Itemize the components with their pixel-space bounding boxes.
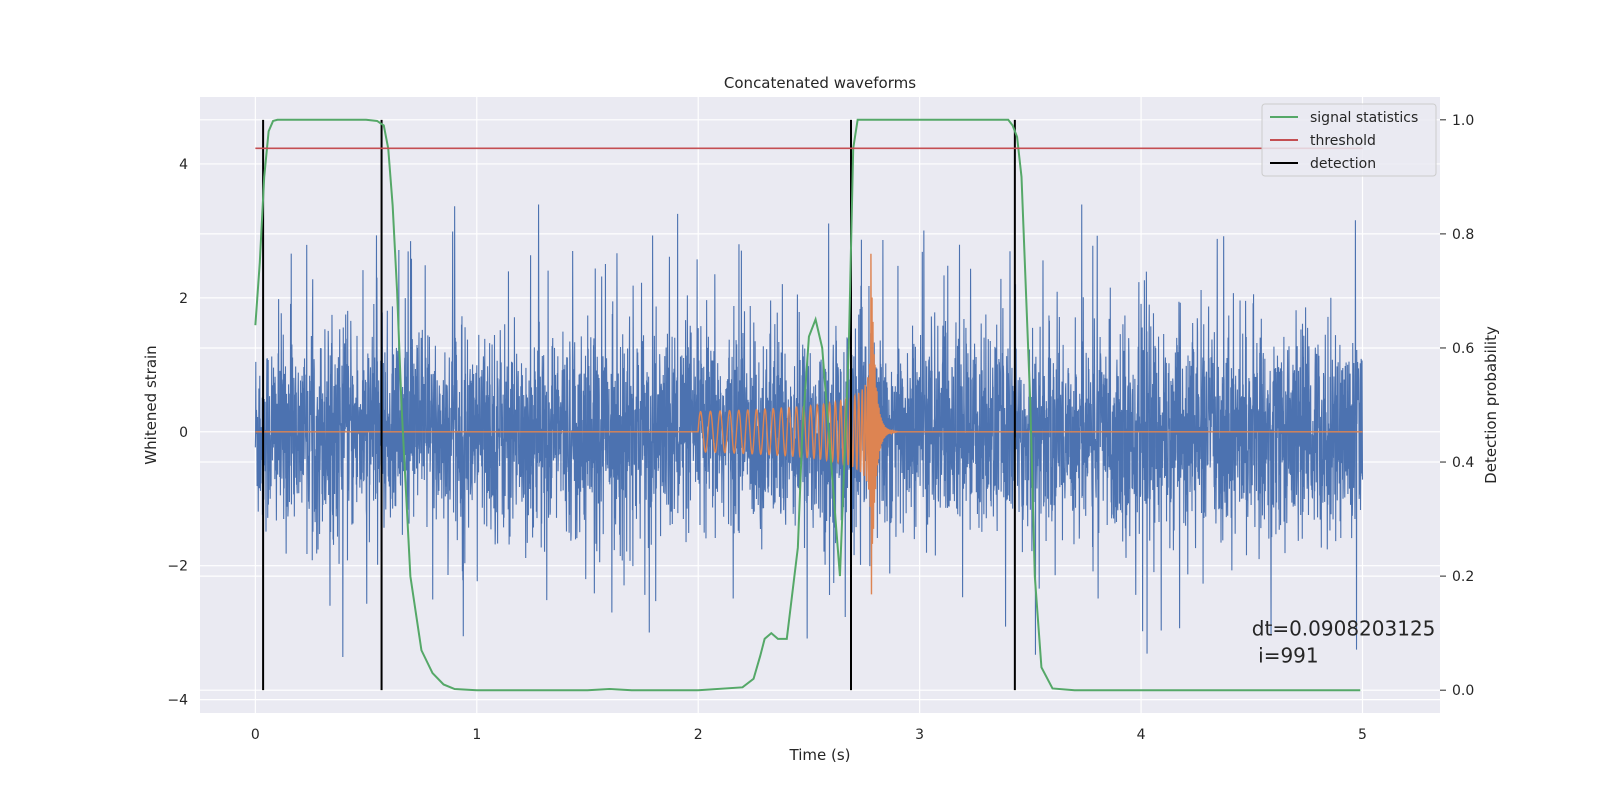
y2-tick-label-4: 0.8 <box>1452 227 1474 243</box>
grid <box>200 97 1440 713</box>
y-tick-label-4: 4 <box>179 157 188 173</box>
y-tick-label-0: −4 <box>167 693 188 709</box>
injected-waveform-line <box>255 253 1363 595</box>
y2-tick-label-5: 1.0 <box>1452 113 1474 129</box>
x-tick-label-4: 4 <box>1137 727 1146 743</box>
y-tick-label-1: −2 <box>167 559 188 575</box>
x-axis-label: Time (s) <box>789 746 851 764</box>
annotation-line-1: dt=0.0908203125 <box>1252 617 1436 641</box>
legend-box <box>1261 103 1437 177</box>
signal-statistics-series <box>254 118 1361 692</box>
x-tick-label-3: 3 <box>915 727 924 743</box>
legend: signal statistics threshold detection <box>1261 103 1437 177</box>
y-axis-ticks: −4 −2 0 2 4 <box>167 157 188 709</box>
chart-title: Concatenated waveforms <box>724 74 916 92</box>
y-tick-label-3: 2 <box>179 291 188 307</box>
x-tick-label-5: 5 <box>1358 727 1367 743</box>
legend-label-signal-statistics: signal statistics <box>1310 110 1418 126</box>
x-axis-ticks: 0 1 2 3 4 5 <box>251 727 1367 743</box>
legend-label-detection: detection <box>1310 156 1376 172</box>
legend-label-threshold: threshold <box>1310 133 1376 149</box>
x-tick-label-0: 0 <box>251 727 260 743</box>
y2-axis-label: Detection probability <box>1482 326 1500 484</box>
y2-tick-label-2: 0.4 <box>1452 455 1474 471</box>
annotation-line-2: i=991 <box>1252 644 1319 668</box>
y2-tick-label-1: 0.2 <box>1452 569 1474 585</box>
injected-waveform-series <box>255 253 1363 595</box>
signal-statistics-line <box>254 118 1361 692</box>
y2-tick-label-0: 0.0 <box>1452 683 1474 699</box>
x-tick-label-1: 1 <box>472 727 481 743</box>
y2-axis-ticks: 0.0 0.2 0.4 0.6 0.8 1.0 <box>1440 113 1474 699</box>
y2-tick-label-3: 0.6 <box>1452 341 1474 357</box>
y-tick-label-2: 0 <box>179 425 188 441</box>
y-axis-label: Whitened strain <box>142 345 160 464</box>
x-tick-label-2: 2 <box>694 727 703 743</box>
